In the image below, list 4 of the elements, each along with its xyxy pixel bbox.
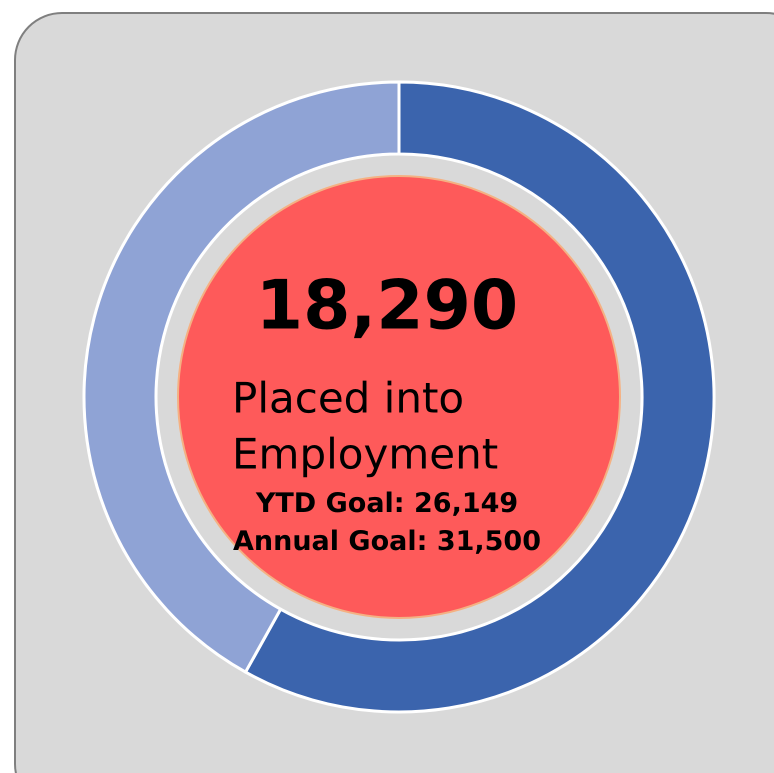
text: Placed into Employment <box>232 374 498 478</box>
text: 18,290 <box>256 266 518 346</box>
text: YTD Goal: 26,149 <box>254 488 518 519</box>
text: Annual Goal: 31,500 <box>232 526 542 557</box>
